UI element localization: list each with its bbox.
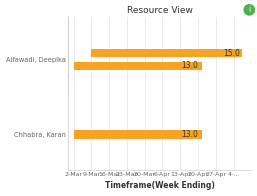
- Text: 13.0: 13.0: [181, 130, 198, 139]
- Text: 15.0: 15.0: [223, 48, 240, 57]
- Bar: [74, 130, 202, 139]
- Text: 13.0: 13.0: [181, 61, 198, 70]
- Title: Resource View: Resource View: [127, 5, 193, 15]
- X-axis label: Timeframe(Week Ending): Timeframe(Week Ending): [105, 181, 215, 191]
- Bar: [74, 62, 202, 70]
- Bar: [91, 49, 242, 57]
- Text: i: i: [248, 5, 250, 14]
